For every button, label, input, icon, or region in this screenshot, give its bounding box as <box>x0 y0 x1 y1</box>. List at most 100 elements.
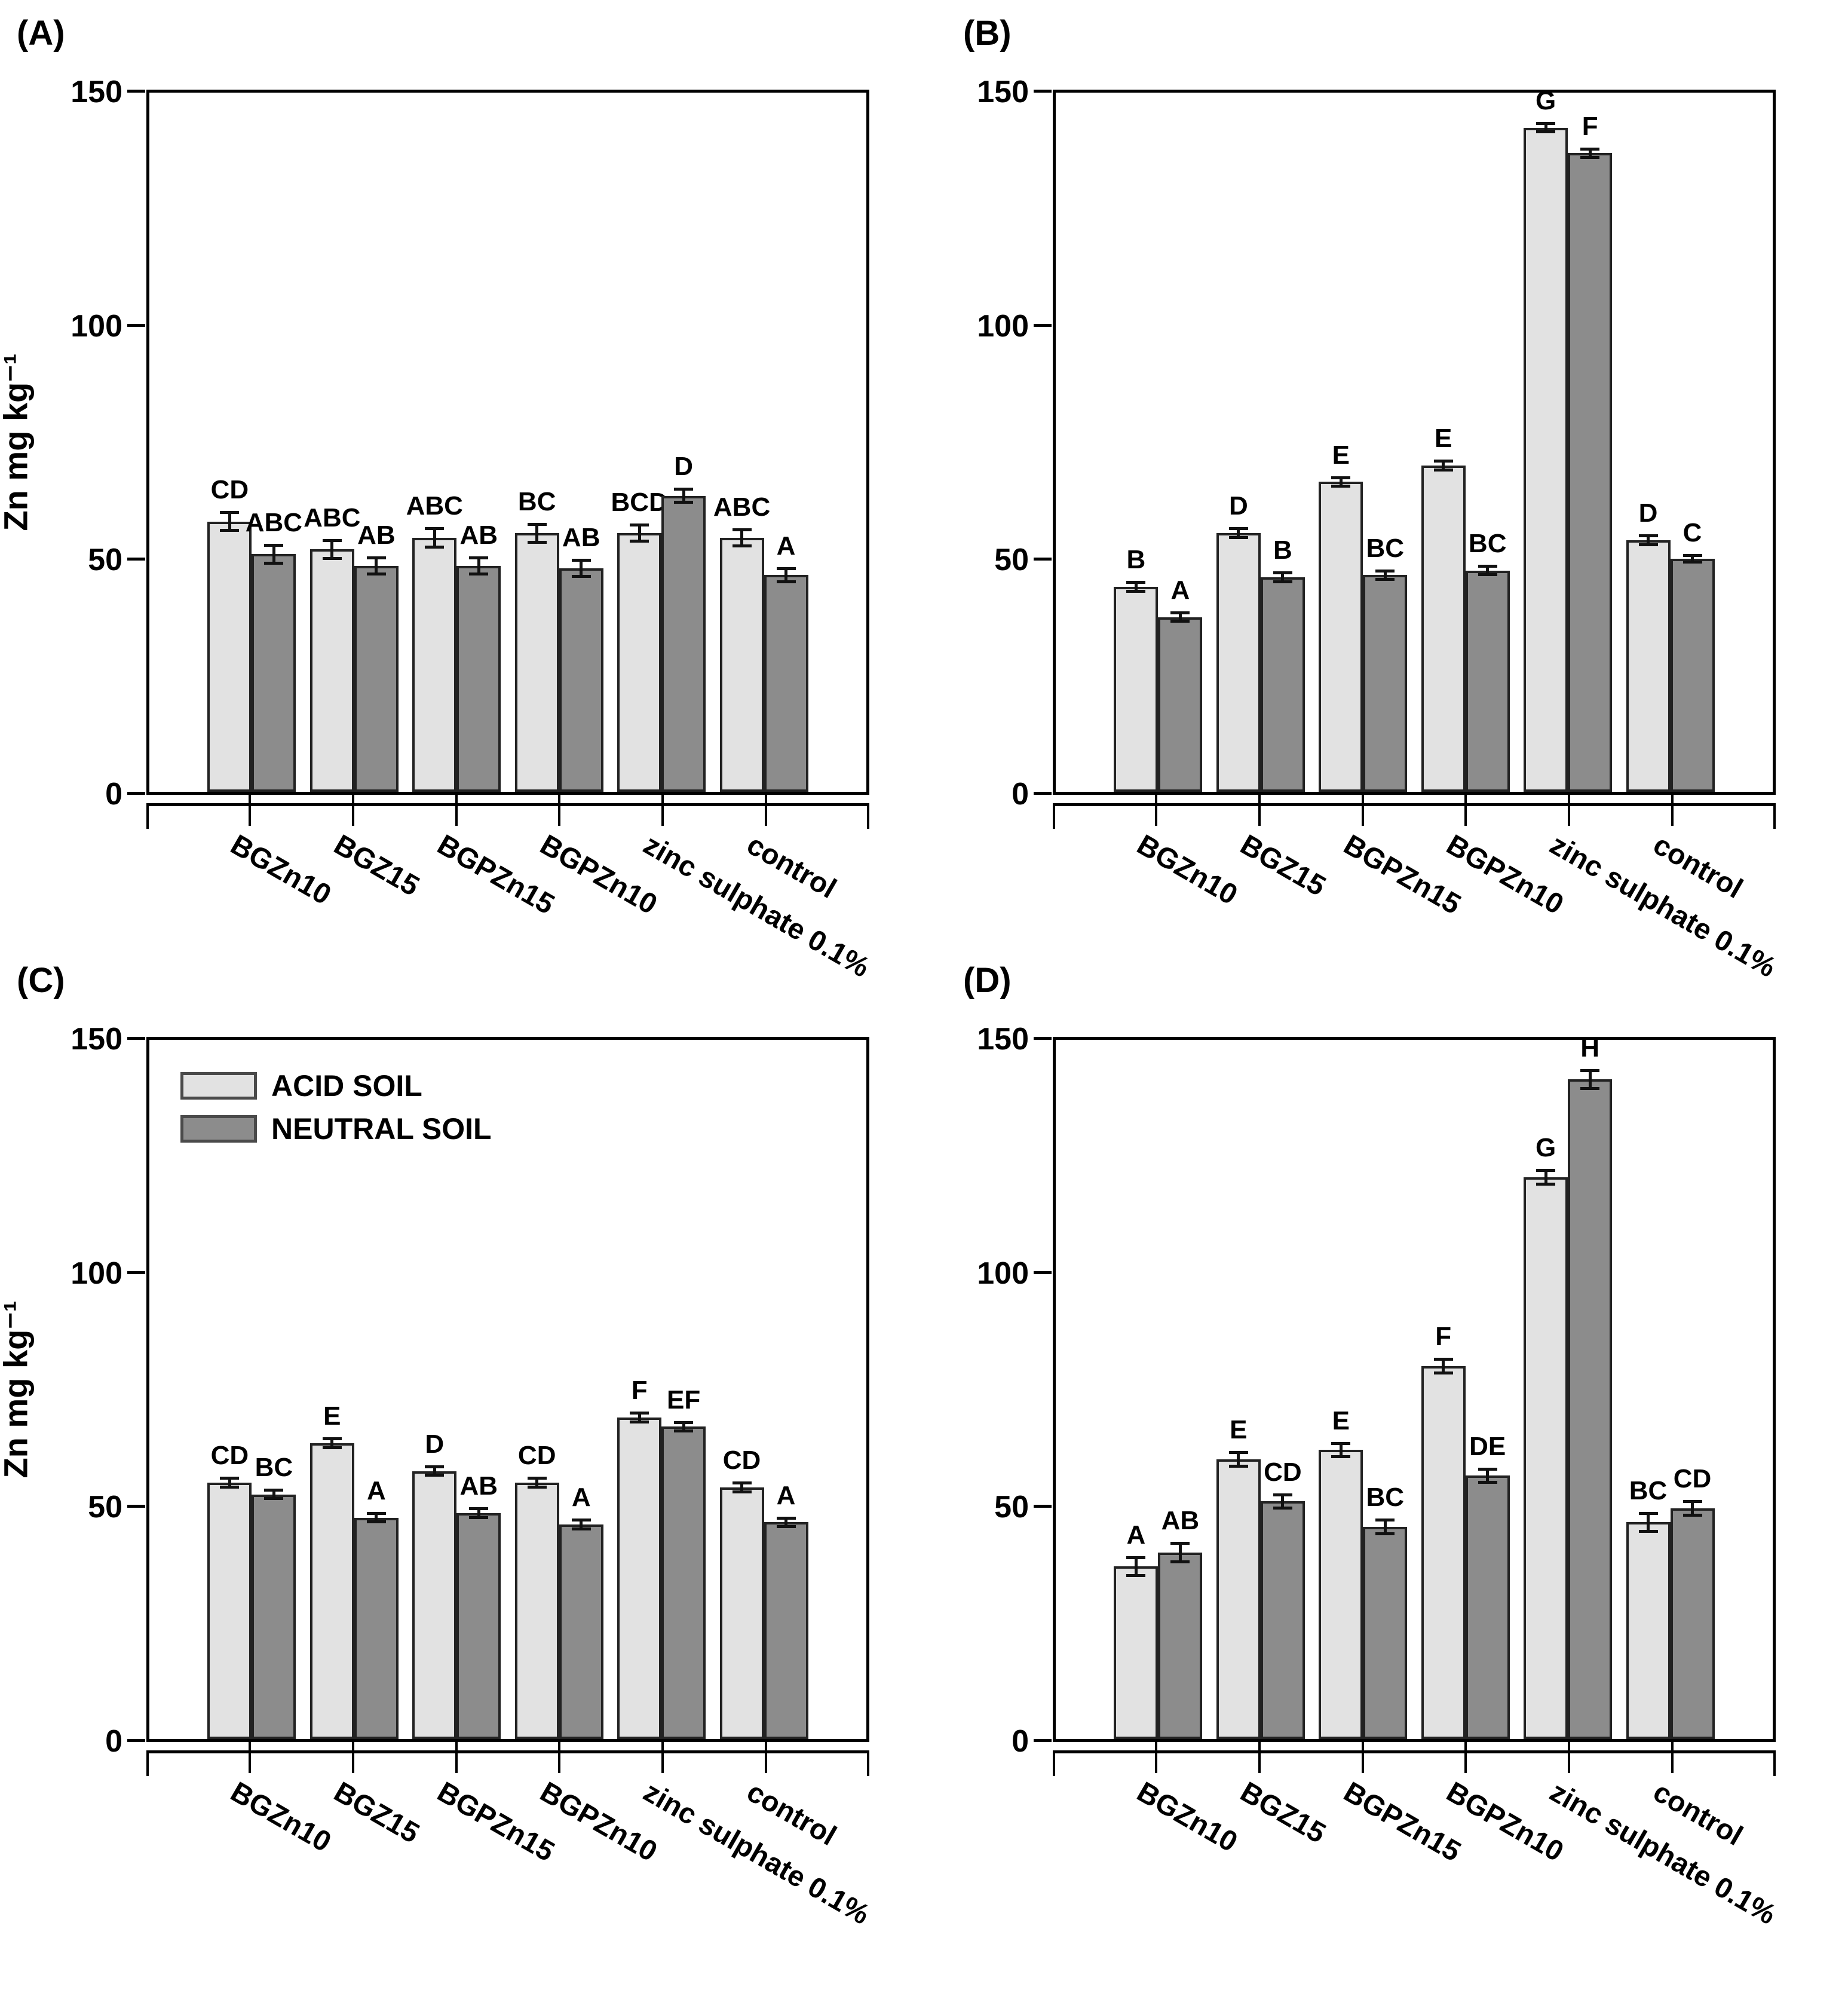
error-bar <box>740 529 744 546</box>
bar-neutral-control <box>764 1522 808 1739</box>
sig-letter: F <box>1582 111 1598 141</box>
error-bar-cap-top <box>1331 1441 1351 1445</box>
x-axis-line <box>146 803 869 806</box>
error-bar <box>375 1513 378 1523</box>
plot-box: CD ABC ABC AB ABC AB BC AB BCD D ABC A <box>146 90 869 795</box>
y-tick-label: 150 <box>71 75 122 109</box>
error-bar-cap-bottom <box>1682 1513 1702 1517</box>
x-axis-end-tick <box>1773 806 1776 829</box>
error-bar-cap-bottom <box>1580 1086 1600 1090</box>
error-bar <box>433 1466 436 1476</box>
bar-acid-BGZ15 <box>1216 1459 1261 1739</box>
x-tick <box>1464 792 1467 826</box>
error-bar-cap-bottom <box>264 561 284 565</box>
y-tick-label: 50 <box>88 1490 122 1525</box>
error-bar-cap-top <box>425 1465 445 1468</box>
plot-box: A AB E CD E BC F DE G H BC CD <box>1053 1033 1776 1742</box>
x-category-label: BGZ15 <box>1234 828 1331 903</box>
sig-letter: ABC <box>406 491 463 521</box>
x-category-label: BGPZn10 <box>1441 1775 1570 1868</box>
bar-neutral-zinc-sulphate-0-1- <box>1568 1079 1613 1739</box>
bar-acid-BGZn10 <box>1114 586 1159 792</box>
error-bar-cap-bottom <box>1580 156 1600 160</box>
error-bar <box>1442 461 1445 470</box>
sig-letter: BCD <box>611 488 668 518</box>
error-bar-cap-top <box>366 556 386 559</box>
error-bar <box>477 557 480 574</box>
sig-letter: E <box>1332 1406 1350 1435</box>
error-bar-cap-bottom <box>776 580 796 583</box>
sig-letter: CD <box>210 475 249 504</box>
bar-acid-BGPZn10 <box>514 1483 559 1739</box>
error-bar <box>1134 1557 1138 1576</box>
x-tick <box>455 1739 458 1773</box>
bar-acid-BGPZn15 <box>1319 482 1363 792</box>
y-tick <box>1034 1037 1052 1040</box>
x-tick <box>1671 1739 1674 1773</box>
error-bar-cap-top <box>1273 1493 1292 1496</box>
error-bar-cap-bottom <box>674 1429 694 1433</box>
error-bar-cap-top <box>527 1477 547 1480</box>
panel-B: (B) B A D B E BC E BC G F D C 0 50 100 150 BGZn10 BGZ15 BGP… <box>963 14 1781 1046</box>
bar-acid-zinc-sulphate-0-1- <box>617 1417 662 1739</box>
x-tick <box>1464 1739 1467 1773</box>
bar-acid-BGPZn15 <box>412 537 457 792</box>
x-category-label: BGZn10 <box>1131 1775 1243 1859</box>
x-category-label: BGZ15 <box>328 828 425 903</box>
error-bar-cap-top <box>1170 1542 1190 1545</box>
sig-letter: BC <box>517 486 556 516</box>
error-bar <box>1588 148 1592 158</box>
figure-zn-bar-charts: (A) Zn mg kg⁻¹ CD ABC ABC AB ABC AB BC AB BCD D ABC A… <box>0 14 1781 1931</box>
x-category-label: BGZn10 <box>1131 828 1243 911</box>
sig-letter: AB <box>459 520 498 550</box>
bar-acid-BGZn10 <box>1114 1566 1159 1739</box>
bar-acid-control <box>719 537 764 792</box>
error-bar-cap-bottom <box>1228 1464 1248 1468</box>
sig-letter: EF <box>667 1385 701 1415</box>
bar-neutral-BGPZn10 <box>559 568 603 792</box>
error-bar-cap-top <box>1126 1556 1146 1559</box>
error-bar-cap-bottom <box>425 1474 445 1477</box>
sig-letter: A <box>571 1483 591 1513</box>
x-tick <box>1361 792 1364 826</box>
x-tick <box>1258 1739 1261 1773</box>
error-bar <box>1442 1359 1445 1373</box>
error-bar-cap-top <box>220 511 240 514</box>
y-tick-label: 50 <box>88 543 122 578</box>
bar-neutral-BGZn10 <box>252 554 296 792</box>
x-category-label: BGPZn15 <box>1338 828 1466 921</box>
y-tick-label: 100 <box>71 1256 122 1291</box>
bar-neutral-zinc-sulphate-0-1- <box>1568 153 1613 792</box>
bar-neutral-control <box>1670 559 1715 792</box>
legend: ACID SOIL NEUTRAL SOIL <box>180 1069 492 1155</box>
error-bar <box>638 1413 641 1422</box>
error-bar-cap-bottom <box>1170 1560 1190 1563</box>
sig-letter: D <box>425 1429 445 1459</box>
error-bar <box>682 1422 685 1432</box>
sig-letter: D <box>674 452 694 481</box>
sig-letter: F <box>1435 1322 1452 1352</box>
sig-letter: CD <box>517 1441 556 1471</box>
error-bar-cap-bottom <box>1682 561 1702 564</box>
error-bar-cap-bottom <box>1433 468 1453 472</box>
bar-neutral-BGPZn10 <box>1465 1475 1510 1739</box>
y-tick-label: 100 <box>977 308 1029 344</box>
x-category-label: BGPZn10 <box>535 1775 663 1868</box>
error-bar-cap-bottom <box>1273 580 1292 583</box>
y-tick-label: 100 <box>977 1256 1029 1291</box>
y-tick <box>127 90 145 93</box>
sig-letter: G <box>1536 1133 1556 1163</box>
error-bar <box>1383 1520 1387 1534</box>
bar-acid-BGZn10 <box>207 1483 252 1739</box>
x-axis-line <box>1053 803 1776 806</box>
panel-letter: (A) <box>17 14 65 53</box>
bar-neutral-control <box>1670 1508 1715 1739</box>
error-bar <box>784 1517 788 1527</box>
error-bar <box>330 540 334 559</box>
error-bar-cap-bottom <box>264 1497 284 1501</box>
error-bar-cap-top <box>1170 611 1190 614</box>
error-bar <box>1588 1070 1592 1089</box>
x-axis-end-tick <box>146 1753 149 1776</box>
legend-label-acid: ACID SOIL <box>271 1069 422 1103</box>
error-bar-cap-top <box>1638 1511 1658 1515</box>
